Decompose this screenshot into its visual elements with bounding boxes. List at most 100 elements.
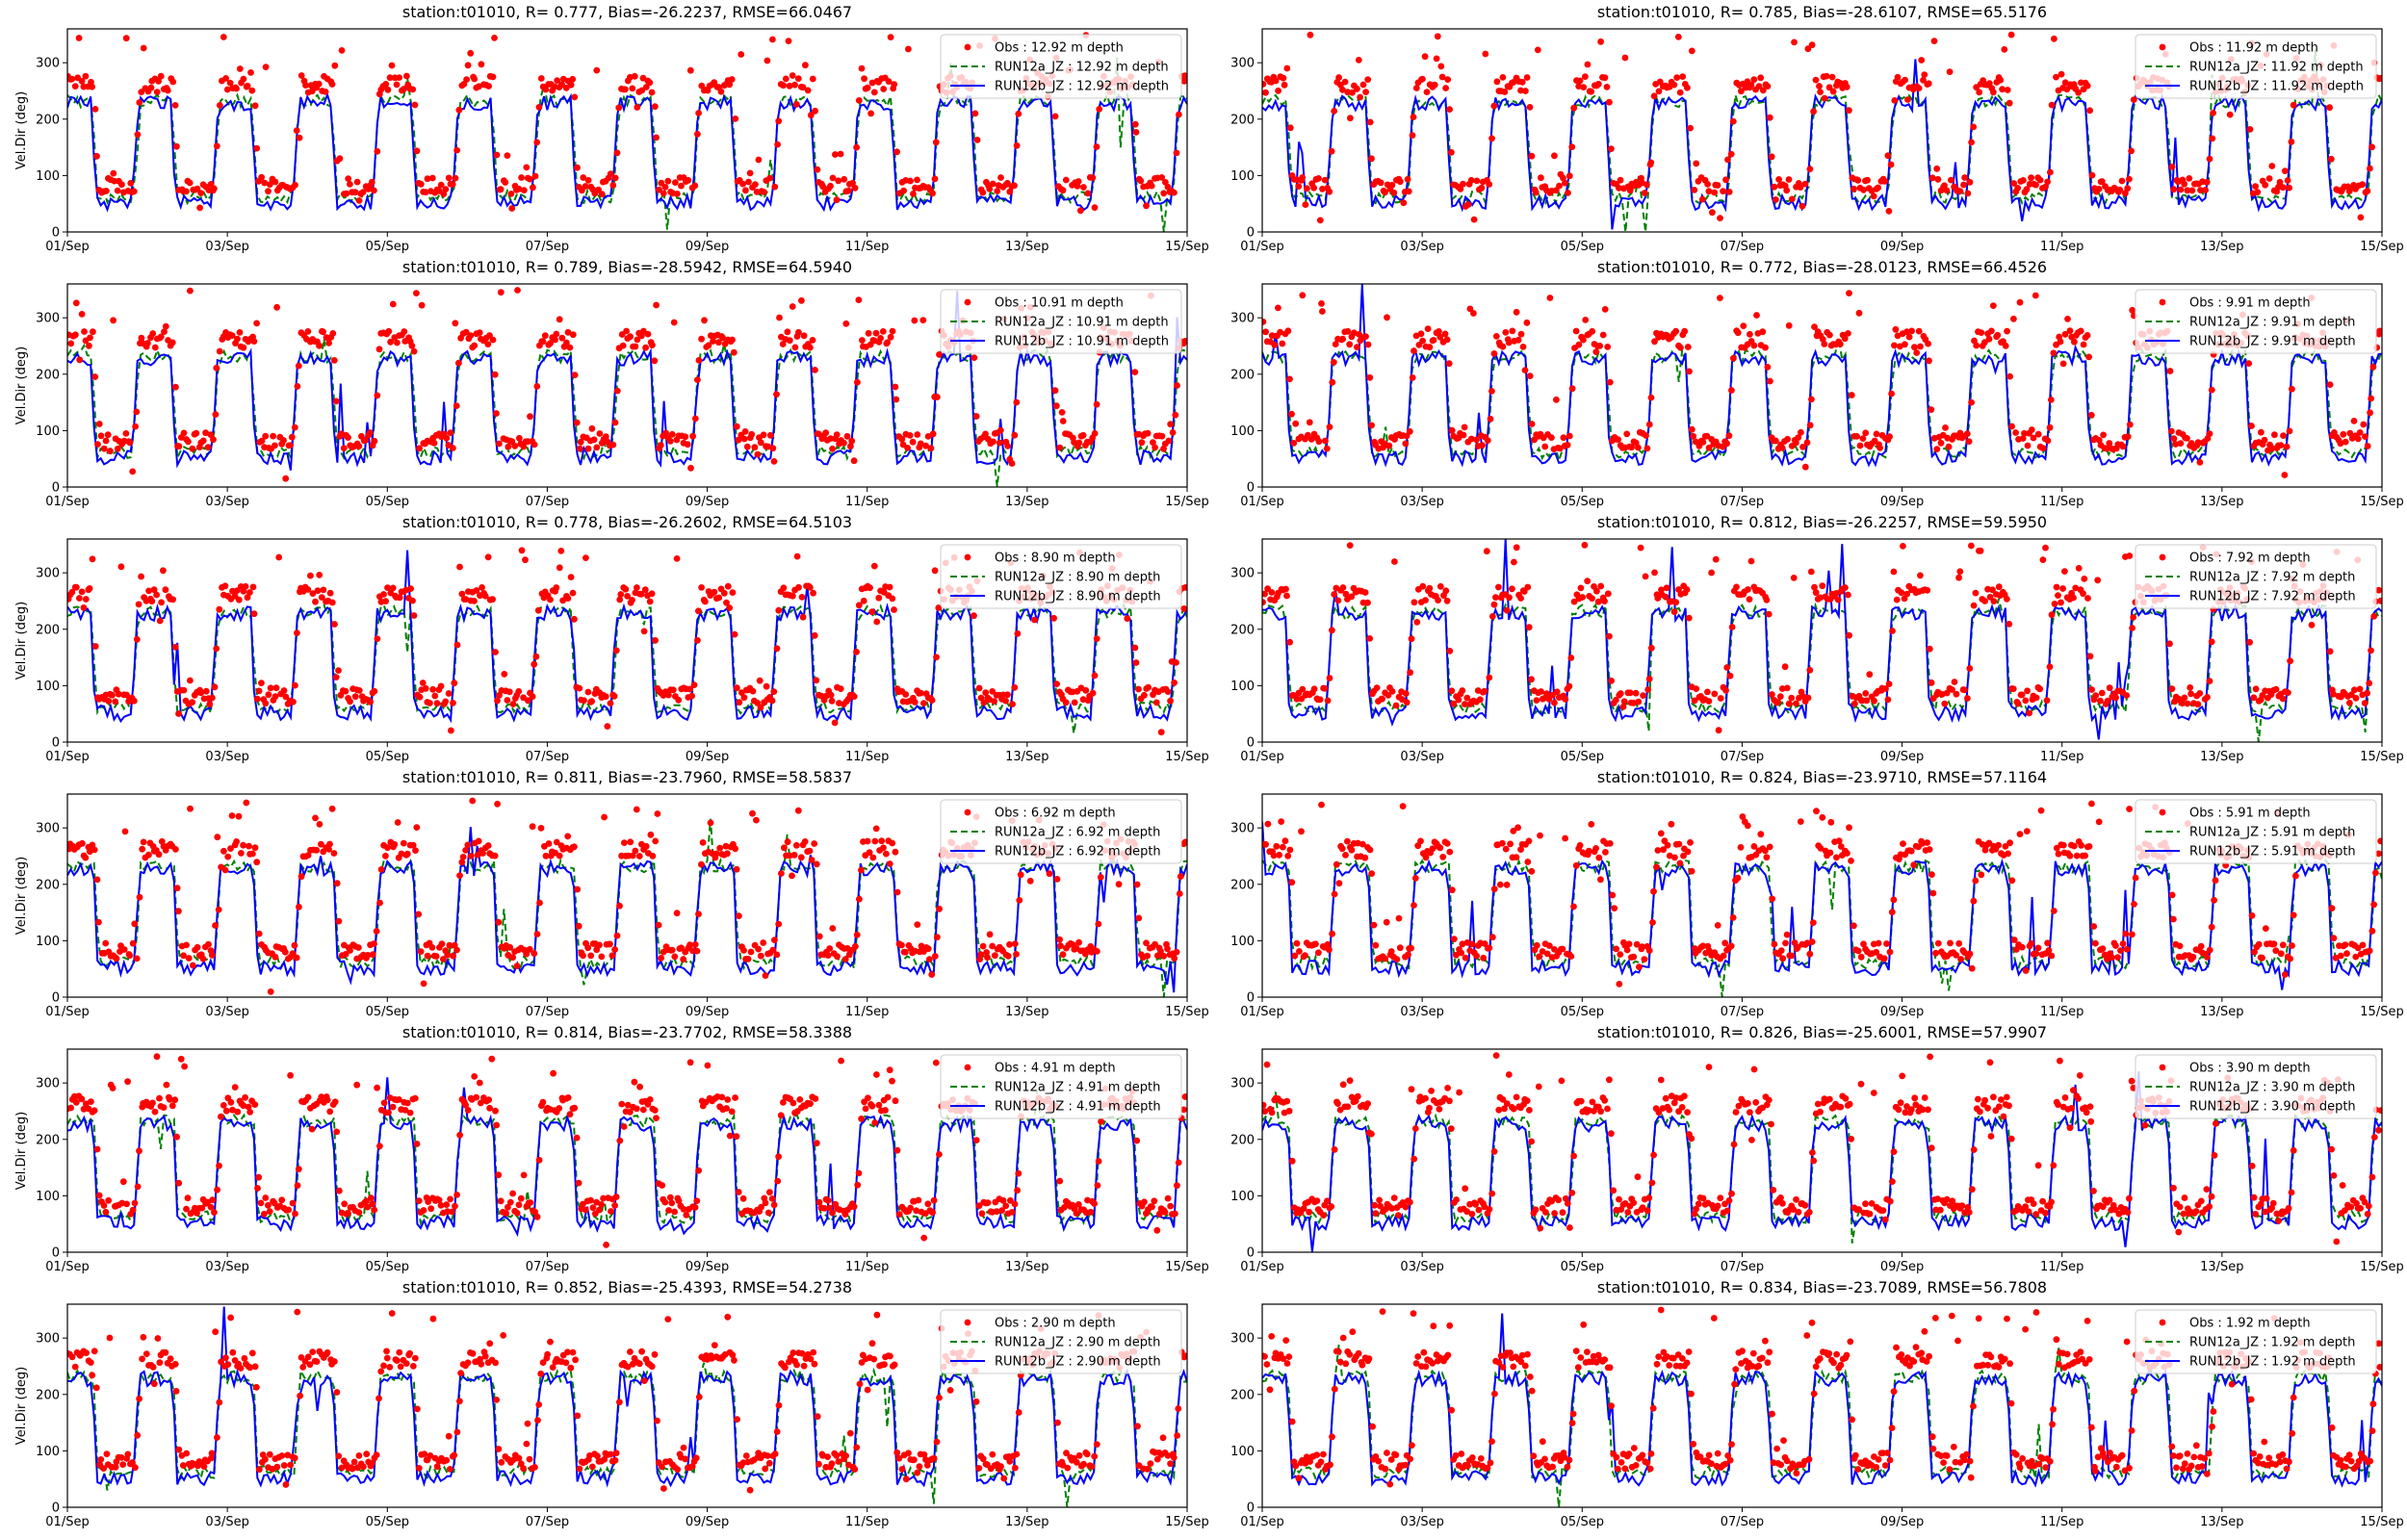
obs-point (251, 844, 259, 852)
obs-point (1601, 74, 1609, 82)
obs-point (1009, 701, 1016, 707)
obs-point (889, 327, 896, 335)
obs-point (2019, 435, 2027, 442)
obs-point (1876, 445, 1883, 451)
obs-point (1790, 575, 1798, 581)
obs-point (430, 439, 438, 447)
obs-point (250, 338, 258, 345)
obs-point (1405, 188, 1412, 195)
obs-point (1487, 415, 1494, 423)
obs-point (173, 885, 181, 892)
obs-point (2090, 923, 2098, 930)
obs-point (1734, 874, 1742, 882)
obs-point (211, 185, 218, 192)
obs-point (850, 457, 858, 465)
obs-point (870, 89, 878, 96)
obs-point (287, 442, 294, 449)
obs-point (384, 86, 392, 93)
obs-point (2024, 687, 2032, 695)
obs-point (1766, 843, 1773, 851)
obs-point (1907, 847, 1915, 855)
obs-point (523, 164, 531, 171)
obs-point (997, 174, 1004, 181)
obs-point (2286, 427, 2293, 435)
obs-point (1152, 444, 1158, 451)
obs-point (90, 328, 96, 336)
obs-point (489, 73, 497, 81)
obs-point (366, 429, 374, 436)
obs-point (554, 77, 561, 84)
obs-point (1433, 55, 1440, 63)
x-tick-label: 07/Sep (1721, 495, 1764, 509)
obs-point (1478, 184, 1486, 192)
obs-point (2077, 327, 2084, 335)
obs-point (920, 1234, 928, 1242)
obs-point (1181, 838, 1187, 846)
obs-point (1428, 1088, 1435, 1094)
obs-point (979, 189, 987, 196)
obs-point (715, 594, 723, 602)
obs-point (1630, 953, 1638, 961)
obs-point (1933, 446, 1941, 452)
obs-point (726, 1132, 734, 1140)
obs-point (1286, 124, 1294, 132)
obs-point (849, 179, 856, 187)
obs-point (2047, 168, 2054, 176)
obs-point (1676, 89, 1684, 96)
obs-point (343, 190, 350, 197)
obs-point (883, 850, 890, 858)
obs-point (240, 1102, 247, 1110)
obs-point (1344, 1103, 1352, 1111)
obs-point (806, 847, 814, 855)
obs-point (691, 415, 699, 423)
obs-point (2189, 953, 2197, 961)
y-tick-label: 200 (1230, 878, 1255, 892)
obs-point (183, 941, 191, 949)
obs-point (789, 1099, 797, 1107)
obs-point (2285, 689, 2291, 696)
obs-point (213, 645, 220, 653)
obs-point (2197, 942, 2205, 950)
subplot-title: station:t01010, R= 0.812, Bias=-26.2257,… (1597, 513, 2047, 531)
obs-point (1920, 76, 1927, 84)
obs-point (773, 391, 780, 398)
obs-point (705, 342, 712, 349)
obs-point (1887, 161, 1895, 168)
legend-label-obs: Obs : 6.92 m depth (995, 807, 1116, 821)
obs-point (1442, 85, 1449, 91)
obs-point (1968, 398, 1975, 406)
obs-point (726, 81, 734, 89)
obs-point (2024, 442, 2032, 449)
obs-point (1403, 699, 1411, 706)
obs-point (136, 1147, 142, 1155)
obs-point (2130, 96, 2137, 103)
obs-point (936, 905, 943, 912)
obs-point (867, 584, 873, 592)
obs-point (2372, 869, 2379, 877)
obs-point (1441, 330, 1449, 338)
obs-point (320, 586, 327, 594)
obs-point (914, 921, 921, 928)
obs-point (1474, 687, 1482, 694)
obs-point (1784, 435, 1791, 443)
obs-point (889, 1077, 895, 1085)
obs-point (509, 1190, 516, 1197)
obs-point (2354, 435, 2362, 443)
obs-point (533, 1213, 541, 1220)
obs-point (631, 1078, 638, 1086)
x-tick-label: 09/Sep (1880, 495, 1924, 509)
subplot-title: station:t01010, R= 0.826, Bias=-25.6001,… (1597, 1023, 2047, 1041)
obs-point (1911, 344, 1918, 351)
obs-point (2098, 689, 2106, 697)
obs-point (2212, 877, 2219, 885)
obs-point (766, 431, 774, 439)
obs-point (1315, 438, 1323, 446)
obs-point (253, 320, 260, 327)
obs-point (1462, 1185, 1469, 1193)
x-tick-label: 09/Sep (686, 1260, 729, 1274)
y-tick-label: 200 (36, 113, 60, 127)
obs-point (877, 335, 884, 342)
obs-point (2053, 583, 2060, 591)
obs-point (504, 697, 511, 704)
obs-point (1093, 143, 1100, 150)
